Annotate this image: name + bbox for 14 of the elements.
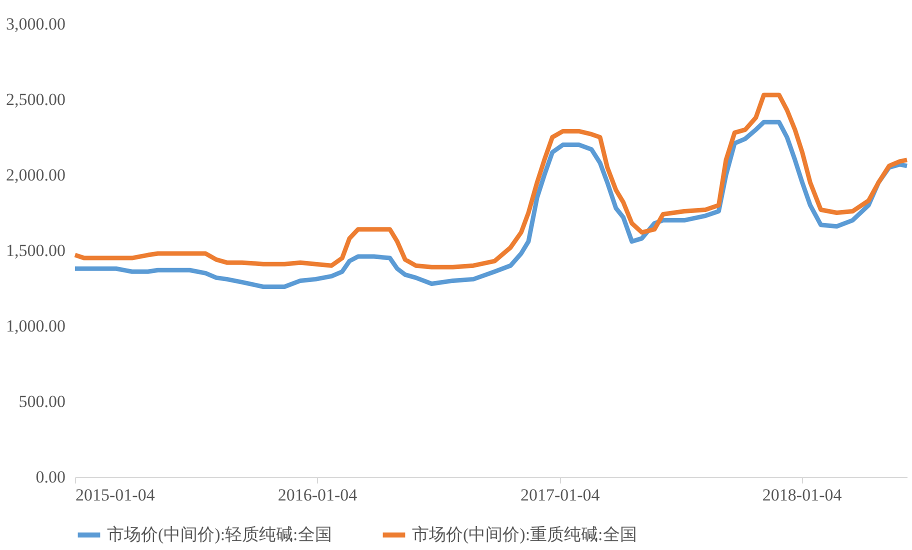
x-tick-label: 2016-01-04: [278, 486, 358, 504]
legend-label: 市场价(中间价):轻质纯碱:全国: [107, 525, 332, 544]
y-tick-label: 1,000.00: [6, 316, 66, 336]
y-tick-label: 3,000.00: [6, 14, 66, 34]
y-tick-label: 2,500.00: [6, 90, 66, 109]
legend-label: 市场价(中间价):重质纯碱:全国: [412, 525, 637, 544]
x-tick-label: 2017-01-04: [520, 486, 600, 504]
y-tick-label: 1,500.00: [6, 241, 66, 260]
y-tick-label: 500.00: [18, 392, 66, 411]
line-series: [72, 92, 910, 270]
y-tick-label: 0.00: [36, 468, 66, 486]
y-tick-label: 2,000.00: [6, 166, 66, 184]
x-tick-label: 2015-01-04: [76, 486, 156, 504]
x-tick-label: 2018-01-04: [762, 486, 842, 504]
